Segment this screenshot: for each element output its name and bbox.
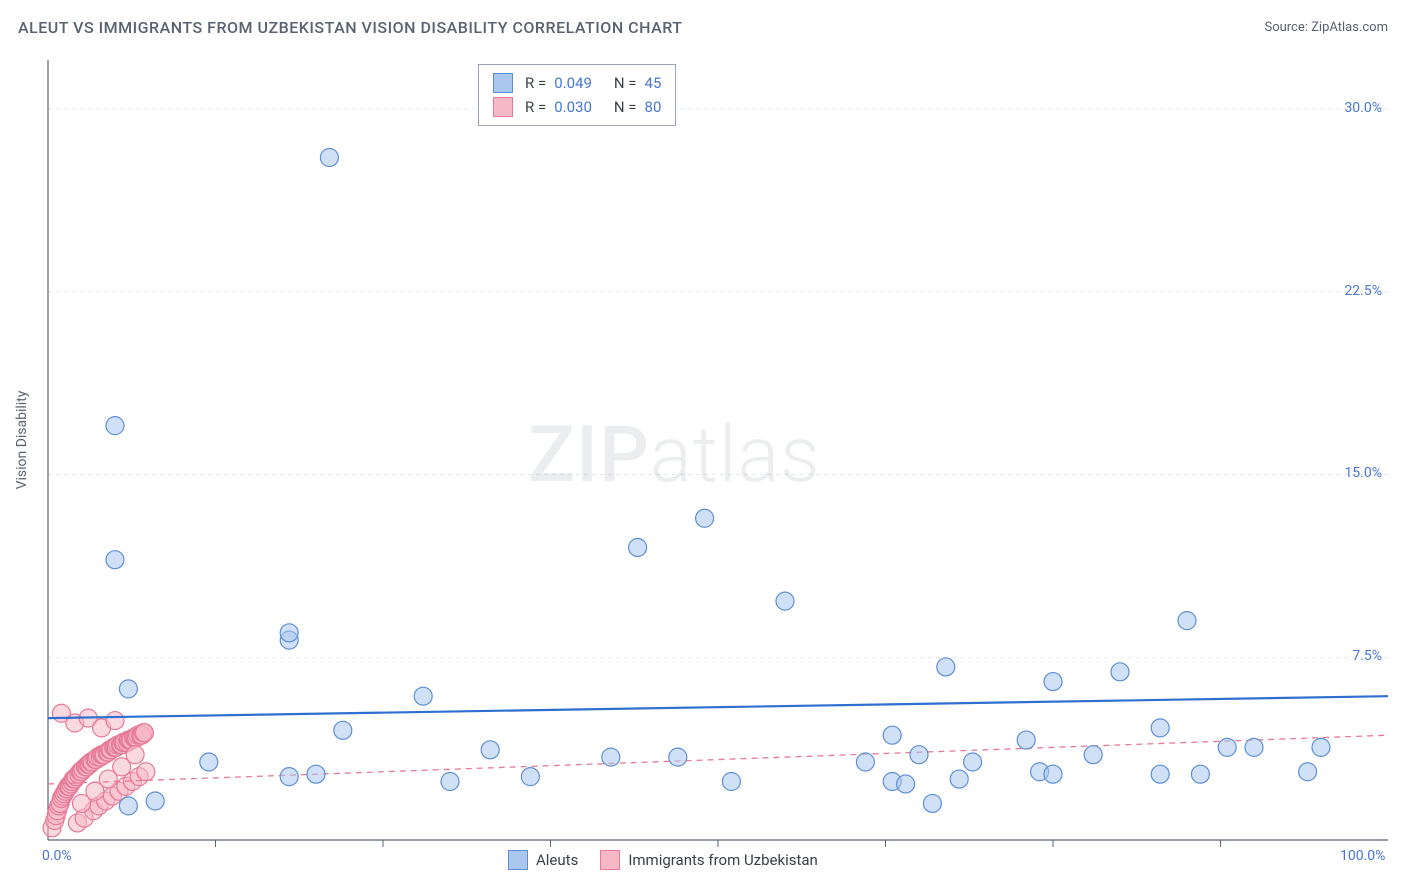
scatter-point <box>441 773 459 791</box>
y-tick-label: 30.0% <box>1344 100 1382 116</box>
scatter-point <box>1111 663 1129 681</box>
legend-top-row: R = 0.030 N = 80 <box>493 95 661 119</box>
scatter-plot <box>48 60 1388 840</box>
x-tick-label: 0.0% <box>42 848 72 864</box>
legend-bottom-item: Immigrants from Uzbekistan <box>600 850 818 870</box>
scatter-point <box>1245 738 1263 756</box>
title-bar: ALEUT VS IMMIGRANTS FROM UZBEKISTAN VISI… <box>18 18 1388 37</box>
scatter-point <box>1084 746 1102 764</box>
legend-swatch <box>600 850 620 870</box>
scatter-point <box>521 768 539 786</box>
legend-swatch <box>493 73 513 93</box>
legend-bottom: Aleuts Immigrants from Uzbekistan <box>508 850 818 870</box>
scatter-point <box>910 746 928 764</box>
scatter-point <box>481 741 499 759</box>
legend-swatch <box>508 850 528 870</box>
scatter-point <box>135 724 153 742</box>
scatter-point <box>1218 738 1236 756</box>
y-tick-label: 15.0% <box>1344 465 1382 481</box>
scatter-point <box>1151 719 1169 737</box>
legend-n-value: 80 <box>645 98 662 116</box>
legend-bottom-item: Aleuts <box>508 850 578 870</box>
legend-r-value: 0.030 <box>554 98 592 116</box>
legend-top: R = 0.049 N = 45 R = 0.030 N = 80 <box>478 64 676 126</box>
scatter-point <box>923 794 941 812</box>
scatter-point <box>883 726 901 744</box>
legend-top-row: R = 0.049 N = 45 <box>493 71 661 95</box>
scatter-point <box>602 748 620 766</box>
scatter-point <box>629 539 647 557</box>
scatter-point <box>1299 763 1317 781</box>
scatter-point <box>280 624 298 642</box>
scatter-point <box>106 417 124 435</box>
trend-line <box>48 735 1388 784</box>
scatter-point <box>119 680 137 698</box>
legend-r-label: R = <box>525 74 546 92</box>
legend-series-label: Aleuts <box>536 851 578 869</box>
legend-r-value: 0.049 <box>554 74 592 92</box>
scatter-point <box>200 753 218 771</box>
y-axis-label: Vision Disability <box>14 391 30 490</box>
legend-swatch <box>493 97 513 117</box>
scatter-point <box>1044 765 1062 783</box>
trend-line <box>48 696 1388 718</box>
scatter-point <box>897 775 915 793</box>
scatter-point <box>669 748 687 766</box>
plot-area: ZIPatlas R =0.049N =45R =0.030N =80 Aleu… <box>48 60 1388 840</box>
scatter-point <box>856 753 874 771</box>
scatter-point <box>280 768 298 786</box>
legend-n-value: 45 <box>645 74 662 92</box>
scatter-point <box>1312 738 1330 756</box>
scatter-point <box>320 149 338 167</box>
legend-n-label: N = <box>614 98 637 116</box>
y-tick-label: 22.5% <box>1344 283 1382 299</box>
legend-series-label: Immigrants from Uzbekistan <box>628 851 818 869</box>
scatter-point <box>307 765 325 783</box>
scatter-point <box>722 773 740 791</box>
y-tick-label: 7.5% <box>1352 648 1382 664</box>
scatter-point <box>950 770 968 788</box>
scatter-point <box>146 792 164 810</box>
legend-r-label: R = <box>525 98 546 116</box>
scatter-point <box>1044 673 1062 691</box>
scatter-point <box>334 721 352 739</box>
scatter-point <box>937 658 955 676</box>
scatter-point <box>414 687 432 705</box>
scatter-point <box>1151 765 1169 783</box>
scatter-point <box>119 797 137 815</box>
scatter-point <box>1191 765 1209 783</box>
scatter-point <box>126 746 144 764</box>
legend-n-label: N = <box>614 74 637 92</box>
source-label: Source: ZipAtlas.com <box>1264 20 1388 35</box>
x-tick-label: 100.0% <box>1340 848 1385 864</box>
scatter-point <box>964 753 982 771</box>
scatter-point <box>776 592 794 610</box>
scatter-point <box>106 551 124 569</box>
scatter-point <box>696 509 714 527</box>
chart-title: ALEUT VS IMMIGRANTS FROM UZBEKISTAN VISI… <box>18 18 683 37</box>
scatter-point <box>1178 612 1196 630</box>
scatter-point <box>106 712 124 730</box>
scatter-point <box>1017 731 1035 749</box>
scatter-point <box>137 763 155 781</box>
